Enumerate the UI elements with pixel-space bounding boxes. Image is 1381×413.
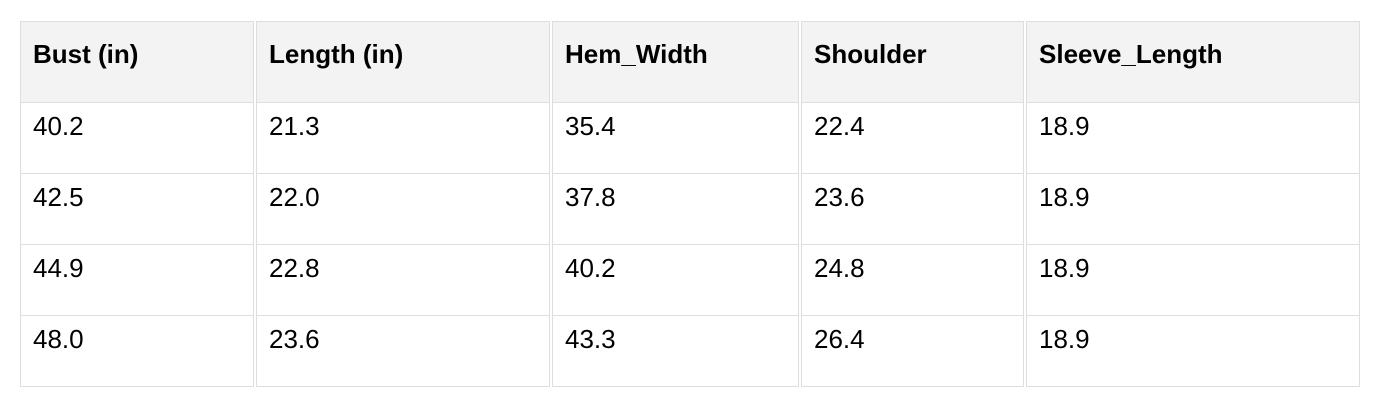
table-cell: 26.4 bbox=[801, 316, 1024, 387]
table-row: 44.9 22.8 40.2 24.8 18.9 bbox=[20, 245, 1360, 316]
table-cell: 18.9 bbox=[1026, 245, 1360, 316]
table-cell: 48.0 bbox=[20, 316, 254, 387]
table-cell: 40.2 bbox=[552, 245, 799, 316]
measurements-table: Bust (in) Length (in) Hem_Width Shoulder… bbox=[18, 21, 1362, 387]
table-cell: 18.9 bbox=[1026, 174, 1360, 245]
column-header-hem-width: Hem_Width bbox=[552, 21, 799, 103]
table-cell: 43.3 bbox=[552, 316, 799, 387]
column-header-bust: Bust (in) bbox=[20, 21, 254, 103]
table-row: 48.0 23.6 43.3 26.4 18.9 bbox=[20, 316, 1360, 387]
table-row: 40.2 21.3 35.4 22.4 18.9 bbox=[20, 103, 1360, 174]
table-cell: 23.6 bbox=[256, 316, 550, 387]
column-header-sleeve-length: Sleeve_Length bbox=[1026, 21, 1360, 103]
column-header-length: Length (in) bbox=[256, 21, 550, 103]
table-cell: 35.4 bbox=[552, 103, 799, 174]
table-cell: 21.3 bbox=[256, 103, 550, 174]
table-cell: 44.9 bbox=[20, 245, 254, 316]
table-cell: 23.6 bbox=[801, 174, 1024, 245]
table-cell: 37.8 bbox=[552, 174, 799, 245]
table-cell: 22.0 bbox=[256, 174, 550, 245]
column-header-shoulder: Shoulder bbox=[801, 21, 1024, 103]
table-cell: 40.2 bbox=[20, 103, 254, 174]
table-cell: 18.9 bbox=[1026, 316, 1360, 387]
table-cell: 18.9 bbox=[1026, 103, 1360, 174]
table-cell: 22.8 bbox=[256, 245, 550, 316]
table-cell: 24.8 bbox=[801, 245, 1024, 316]
table-cell: 42.5 bbox=[20, 174, 254, 245]
table-cell: 22.4 bbox=[801, 103, 1024, 174]
table-row: 42.5 22.0 37.8 23.6 18.9 bbox=[20, 174, 1360, 245]
header-row: Bust (in) Length (in) Hem_Width Shoulder… bbox=[20, 21, 1360, 103]
